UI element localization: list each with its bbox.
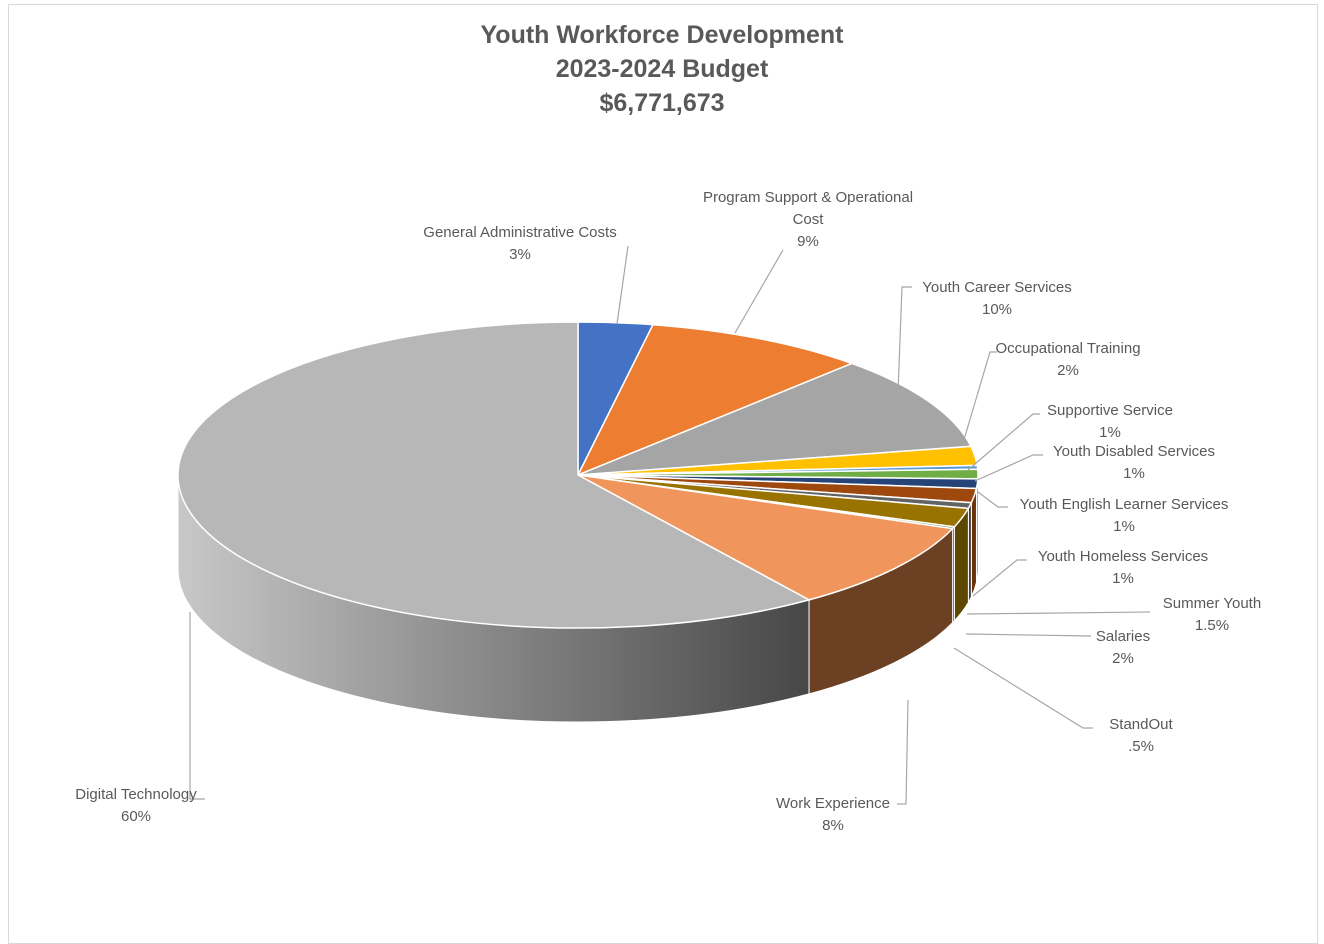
- data-label-salaries-percent: 2%: [1112, 650, 1134, 667]
- leader-line-salaries: [966, 634, 1091, 636]
- data-label-program-support-operational-line-2: Cost: [793, 211, 825, 228]
- leader-line-digital-technology: [190, 612, 205, 799]
- data-label-youth-disabled-services: Youth Disabled Services: [1053, 443, 1215, 460]
- leader-line-occupational-training: [963, 352, 997, 443]
- data-label-salaries: Salaries: [1096, 628, 1150, 645]
- data-label-program-support-operational-percent: 9%: [797, 233, 819, 250]
- data-label-supportive-service: Supportive Service: [1047, 402, 1173, 419]
- leader-line-standout: [954, 648, 1093, 728]
- leader-line-work-experience: [897, 700, 908, 804]
- leader-line-supportive-service: [968, 414, 1040, 470]
- data-label-occupational-training: Occupational Training: [995, 340, 1140, 357]
- data-label-general-administrative-costs-percent: 3%: [509, 246, 531, 263]
- data-label-summer-youth: Summer Youth: [1163, 595, 1261, 612]
- data-label-work-experience-percent: 8%: [822, 817, 844, 834]
- data-label-standout: StandOut: [1109, 716, 1173, 733]
- data-label-youth-homeless-services: Youth Homeless Services: [1038, 548, 1208, 565]
- leader-line-youth-career-services: [898, 287, 912, 392]
- data-label-general-administrative-costs: General Administrative Costs: [423, 224, 616, 241]
- leader-line-youth-homeless-services: [973, 560, 1027, 596]
- leader-line-youth-disabled-services: [975, 455, 1043, 481]
- leader-line-program-support-operational: [735, 250, 783, 333]
- data-label-program-support-operational-line-1: Program Support & Operational: [703, 189, 913, 206]
- leader-line-summer-youth: [967, 612, 1150, 614]
- data-label-youth-english-learner-services-percent: 1%: [1113, 518, 1135, 535]
- data-label-summer-youth-percent: 1.5%: [1195, 617, 1229, 634]
- leader-line-general-administrative-costs: [617, 246, 628, 324]
- data-label-work-experience: Work Experience: [776, 795, 890, 812]
- data-label-youth-career-services-percent: 10%: [982, 301, 1012, 318]
- data-label-standout-percent: .5%: [1128, 738, 1154, 755]
- data-label-supportive-service-percent: 1%: [1099, 424, 1121, 441]
- leader-line-youth-english-learner-services: [978, 492, 1008, 507]
- data-label-occupational-training-percent: 2%: [1057, 362, 1079, 379]
- data-label-youth-homeless-services-percent: 1%: [1112, 570, 1134, 587]
- data-label-youth-disabled-services-percent: 1%: [1123, 465, 1145, 482]
- pie-side-youth-homeless-services: [971, 488, 976, 596]
- data-label-digital-technology-percent: 60%: [121, 808, 151, 825]
- data-label-youth-career-services: Youth Career Services: [922, 279, 1072, 296]
- data-label-youth-english-learner-services: Youth English Learner Services: [1020, 496, 1229, 513]
- data-label-digital-technology: Digital Technology: [75, 786, 197, 803]
